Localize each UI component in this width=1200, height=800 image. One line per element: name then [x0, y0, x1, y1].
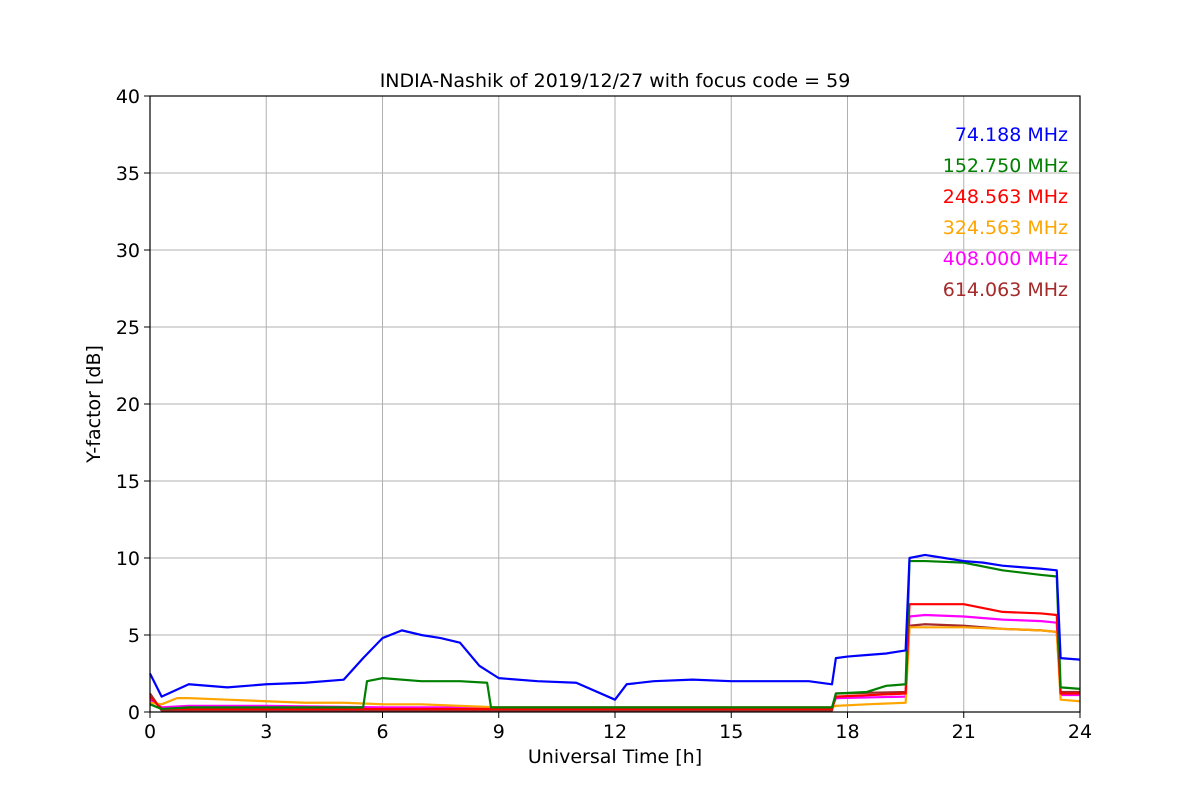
- x-axis-label: Universal Time [h]: [528, 746, 702, 768]
- series-layer: [149, 553, 1081, 712]
- y-tick-label: 35: [116, 163, 140, 185]
- y-tick-label: 25: [116, 317, 140, 339]
- x-tick-label: 0: [144, 721, 156, 743]
- x-tick-label: 12: [603, 721, 627, 743]
- series-line-248-563-mhz: [149, 603, 1080, 711]
- y-tick-label: 20: [116, 394, 140, 416]
- series-line-74-188-mhz: [149, 553, 1081, 701]
- y-tick-label: 30: [116, 240, 140, 262]
- x-tick-label: 24: [1068, 721, 1092, 743]
- y-tick-label: 10: [116, 548, 140, 570]
- x-tick-label: 18: [835, 721, 859, 743]
- x-tick-label: 15: [719, 721, 743, 743]
- y-tick-label: 5: [128, 625, 140, 647]
- legend-entry: 408.000 MHz: [943, 248, 1068, 270]
- series-line-152-750-mhz: [149, 559, 1081, 711]
- x-tick-label: 9: [493, 721, 505, 743]
- tick-layer: 0 3 6 9 12 15 18 21 24 0 5 10 15 20 25 30 35 40: [116, 86, 1092, 743]
- legend-entry: 74.188 MHz: [955, 124, 1068, 146]
- y-tick-label: 0: [128, 702, 140, 724]
- legend-entry: 152.750 MHz: [943, 155, 1068, 177]
- legend-entry: 614.063 MHz: [943, 279, 1068, 301]
- x-tick-label: 3: [260, 721, 272, 743]
- x-tick-label: 6: [376, 721, 388, 743]
- y-axis-label: Y-factor [dB]: [83, 345, 105, 464]
- chart-title: INDIA-Nashik of 2019/12/27 with focus co…: [380, 70, 851, 92]
- legend: 74.188 MHz 152.750 MHz 248.563 MHz 324.563 …: [943, 124, 1068, 301]
- legend-entry: 324.563 MHz: [943, 217, 1068, 239]
- y-tick-label: 40: [116, 86, 140, 108]
- y-tick-label: 15: [116, 471, 140, 493]
- x-tick-label: 21: [952, 721, 976, 743]
- legend-entry: 248.563 MHz: [943, 186, 1068, 208]
